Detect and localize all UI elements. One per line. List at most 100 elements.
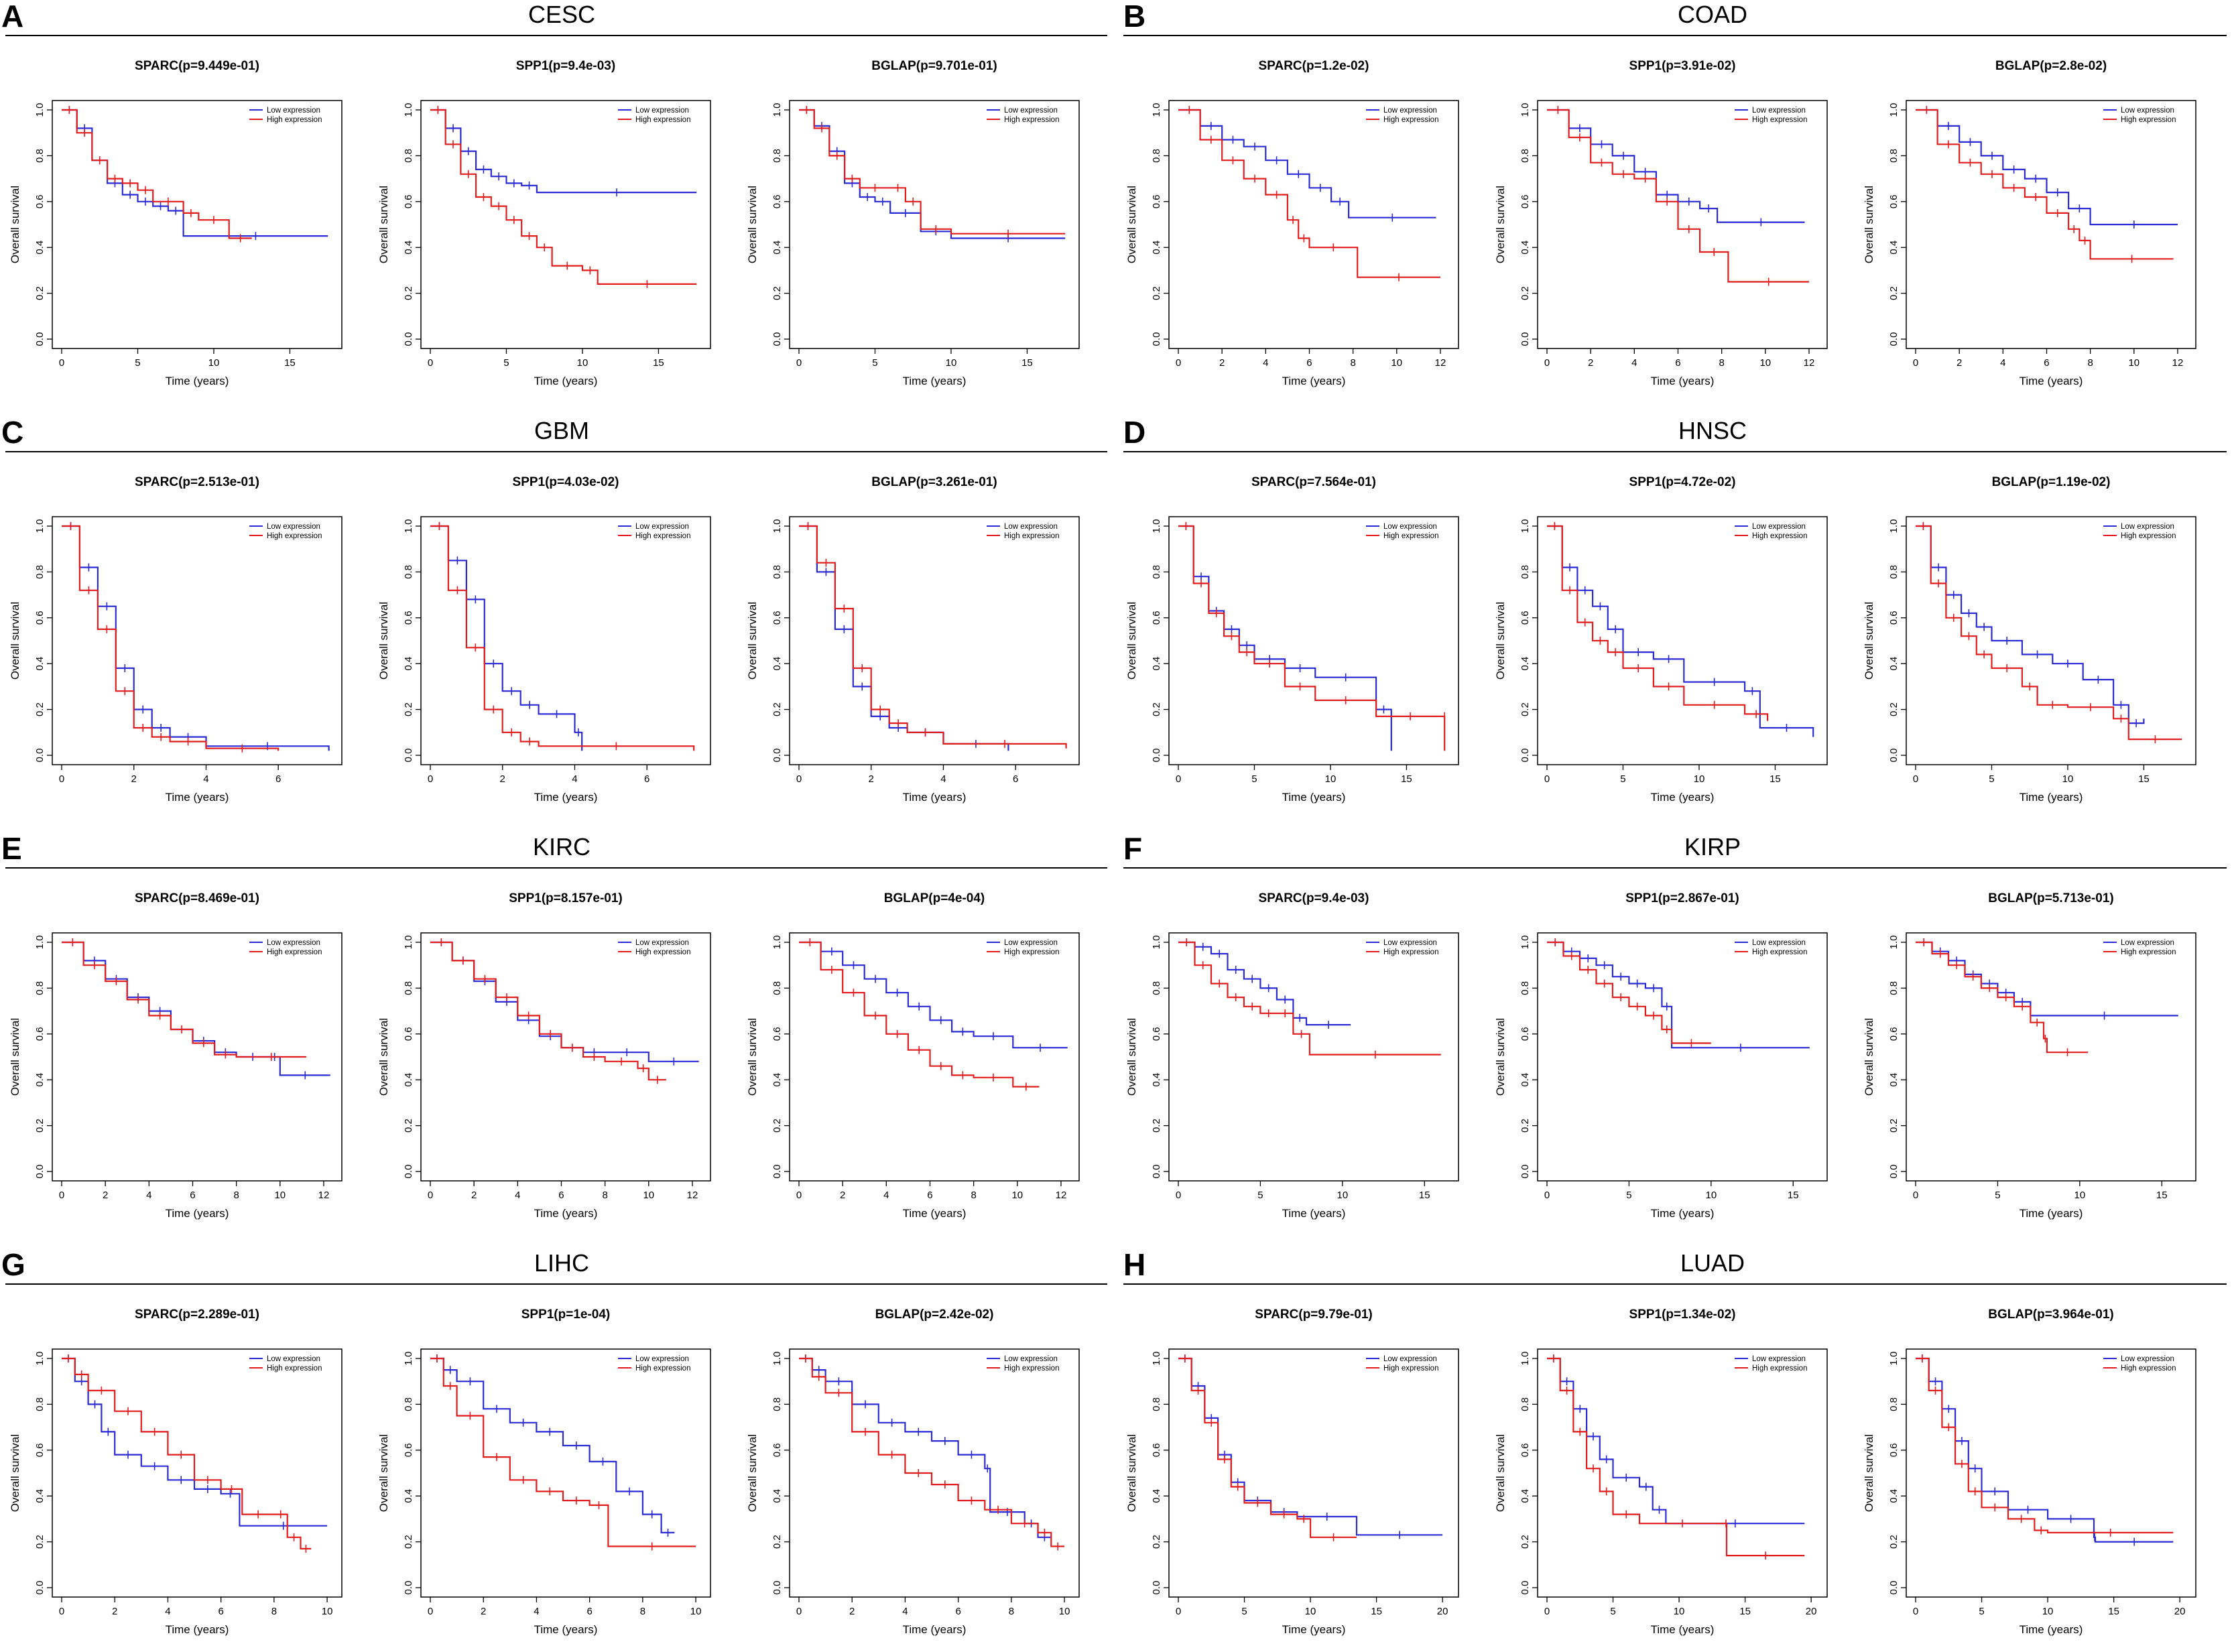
x-tick-label: 0 bbox=[59, 1190, 64, 1201]
y-tick-label: 0.8 bbox=[1519, 565, 1531, 579]
y-tick-label: 0.4 bbox=[1519, 1489, 1531, 1503]
legend-box bbox=[2101, 519, 2193, 541]
y-tick-label: 0.8 bbox=[403, 981, 414, 995]
panel-letter: B bbox=[1123, 0, 1145, 34]
y-axis-label: Overall survival bbox=[1494, 1018, 1507, 1096]
x-axis-label: Time (years) bbox=[1282, 1623, 1346, 1636]
km-plot-spp1: SPP1(p=8.157e-01) 0.0 0.2 0.4 0.6 0.8 1.0 Overa… bbox=[377, 891, 711, 1220]
km-curve-high bbox=[799, 1357, 1065, 1547]
y-axis-label: Overall survival bbox=[1863, 602, 1875, 680]
x-tick-label: 8 bbox=[233, 1190, 239, 1201]
y-tick-label: 0.4 bbox=[1151, 657, 1162, 671]
panel-letter: F bbox=[1123, 831, 1142, 866]
y-tick-label: 0.6 bbox=[34, 194, 46, 208]
x-tick-label: 15 bbox=[1401, 773, 1412, 785]
x-axis-label: Time (years) bbox=[1282, 791, 1346, 804]
legend-low-label: Low expression bbox=[1383, 523, 1437, 531]
panel-letter: E bbox=[1, 831, 22, 866]
legend-low-label: Low expression bbox=[2121, 939, 2174, 947]
km-curve-low bbox=[1178, 525, 1392, 751]
y-tick-label: 0.6 bbox=[1151, 194, 1162, 208]
y-tick-label: 0.2 bbox=[403, 702, 414, 716]
y-tick-label: 0.0 bbox=[34, 749, 46, 763]
km-curve-high bbox=[1547, 525, 1769, 721]
y-tick-label: 0.6 bbox=[1519, 1027, 1531, 1041]
x-tick-label: 10 bbox=[2074, 1190, 2086, 1201]
y-tick-label: 0.2 bbox=[1519, 702, 1531, 716]
y-tick-label: 1.0 bbox=[1888, 1352, 1900, 1366]
plot-frame bbox=[789, 1348, 1080, 1598]
km-plot-spp1: SPP1(p=1e-04) 0.0 0.2 0.4 0.6 0.8 1.0 Overall s… bbox=[377, 1308, 711, 1636]
x-axis-label: Time (years) bbox=[166, 791, 229, 804]
legend-high-label: High expression bbox=[2121, 116, 2176, 124]
panel-cancer-title: GBM bbox=[534, 417, 589, 444]
x-axis-label: Time (years) bbox=[534, 1207, 598, 1220]
legend-high-label: High expression bbox=[1752, 948, 1807, 956]
legend-high-label: High expression bbox=[1383, 532, 1438, 540]
legend-high-label: High expression bbox=[1004, 116, 1059, 124]
x-tick-label: 4 bbox=[534, 1606, 539, 1617]
y-tick-label: 0.2 bbox=[1519, 1119, 1531, 1133]
x-tick-label: 15 bbox=[1739, 1606, 1751, 1617]
x-tick-label: 6 bbox=[190, 1190, 195, 1201]
legend-high-label: High expression bbox=[1383, 1364, 1438, 1373]
y-tick-label: 0.6 bbox=[1519, 194, 1531, 208]
x-tick-label: 20 bbox=[1806, 1606, 1817, 1617]
panel-cancer-title: LIHC bbox=[534, 1249, 589, 1277]
panel-cancer-title: KIRC bbox=[533, 833, 591, 861]
y-tick-label: 0.8 bbox=[1888, 149, 1900, 163]
y-tick-label: 0.8 bbox=[1151, 565, 1162, 579]
y-axis-label: Overall survival bbox=[1494, 1434, 1507, 1512]
x-tick-label: 8 bbox=[640, 1606, 645, 1617]
legend-low-label: Low expression bbox=[1752, 939, 1806, 947]
x-tick-label: 12 bbox=[1804, 357, 1815, 369]
legend-box bbox=[1732, 936, 1824, 957]
x-tick-label: 6 bbox=[927, 1190, 932, 1201]
legend-low-label: Low expression bbox=[1752, 523, 1806, 531]
y-tick-label: 0.6 bbox=[1519, 611, 1531, 625]
km-curve-high bbox=[1178, 525, 1446, 751]
y-tick-label: 1.0 bbox=[1519, 936, 1531, 950]
y-tick-label: 0.2 bbox=[1888, 286, 1900, 300]
plot-frame bbox=[1537, 100, 1828, 349]
y-tick-label: 0.8 bbox=[34, 1397, 46, 1411]
km-plot-sparc: SPARC(p=1.2e-02) 0.0 0.2 0.4 0.6 0.8 1.0 Overal… bbox=[1125, 59, 1459, 387]
y-tick-label: 1.0 bbox=[1151, 1352, 1162, 1366]
x-tick-label: 10 bbox=[577, 357, 588, 369]
legend-high-label: High expression bbox=[1004, 1364, 1059, 1373]
km-curve-high bbox=[799, 941, 1040, 1088]
x-tick-label: 6 bbox=[1013, 773, 1018, 785]
panel-cancer-title: CESC bbox=[528, 1, 595, 28]
plot-title: SPARC(p=1.2e-02) bbox=[1259, 59, 1369, 73]
x-axis-label: Time (years) bbox=[534, 1623, 598, 1636]
x-tick-label: 10 bbox=[1694, 773, 1705, 785]
x-tick-label: 5 bbox=[1610, 1606, 1615, 1617]
y-tick-label: 0.2 bbox=[1151, 1119, 1162, 1133]
x-tick-label: 4 bbox=[2000, 357, 2005, 369]
km-plot-bglap: BGLAP(p=5.713e-01) 0.0 0.2 0.4 0.6 0.8 1.0 Over… bbox=[1863, 891, 2196, 1220]
x-axis-label: Time (years) bbox=[2020, 375, 2083, 387]
legend-high-label: High expression bbox=[267, 532, 322, 540]
x-tick-label: 4 bbox=[572, 773, 577, 785]
y-tick-label: 0.8 bbox=[771, 1397, 783, 1411]
x-tick-label: 0 bbox=[1176, 357, 1181, 369]
y-tick-label: 1.0 bbox=[1519, 1352, 1531, 1366]
x-tick-label: 4 bbox=[1263, 357, 1268, 369]
x-tick-label: 10 bbox=[1011, 1190, 1023, 1201]
legend-high-label: High expression bbox=[635, 1364, 690, 1373]
x-tick-label: 8 bbox=[271, 1606, 277, 1617]
x-tick-label: 6 bbox=[275, 773, 281, 785]
x-tick-label: 8 bbox=[1009, 1606, 1014, 1617]
legend-low-label: Low expression bbox=[1004, 1355, 1058, 1363]
km-curve-high bbox=[799, 525, 1067, 749]
legend-box bbox=[984, 1352, 1076, 1373]
y-axis-label: Overall survival bbox=[1125, 602, 1138, 680]
x-tick-label: 0 bbox=[796, 1606, 802, 1617]
km-plot-spp1: SPP1(p=4.03e-02) 0.0 0.2 0.4 0.6 0.8 1.0 Overal… bbox=[377, 475, 711, 804]
y-tick-label: 0.8 bbox=[1888, 1397, 1900, 1411]
km-curve-high bbox=[62, 109, 252, 239]
x-tick-label: 10 bbox=[1305, 1606, 1316, 1617]
x-tick-label: 6 bbox=[644, 773, 649, 785]
